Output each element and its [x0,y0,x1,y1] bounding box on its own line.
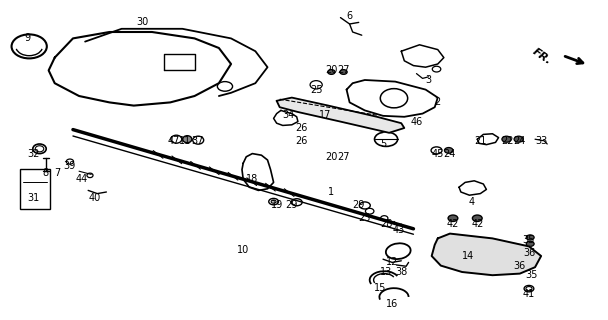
Text: 13: 13 [380,267,392,277]
Text: 11: 11 [179,136,192,146]
Text: 27: 27 [337,152,350,162]
Text: 40: 40 [88,193,100,204]
Text: 46: 46 [410,116,423,127]
Text: 41: 41 [523,289,535,300]
Text: 45: 45 [432,148,444,159]
Text: 19: 19 [271,200,283,210]
Text: 29: 29 [353,200,365,210]
Text: 28: 28 [380,219,392,229]
Ellipse shape [472,215,482,221]
Ellipse shape [517,253,525,259]
Text: 39: 39 [64,161,76,172]
Ellipse shape [444,148,453,153]
Text: 30: 30 [137,17,149,28]
Text: 29: 29 [286,200,298,210]
Text: 31: 31 [27,193,40,204]
Text: 32: 32 [27,148,40,159]
Text: 16: 16 [386,299,398,309]
Text: 20: 20 [325,65,337,76]
Ellipse shape [514,136,523,142]
Text: 20: 20 [325,152,337,162]
Text: 7: 7 [55,168,61,178]
Text: FR.: FR. [531,46,553,66]
Text: 23: 23 [359,212,371,223]
Polygon shape [432,234,541,275]
Text: 24: 24 [514,136,526,146]
Text: 44: 44 [76,174,88,184]
Text: 43: 43 [392,225,404,236]
Ellipse shape [340,70,347,75]
FancyBboxPatch shape [20,169,50,209]
Text: 26: 26 [295,123,307,133]
Text: 25: 25 [310,84,322,95]
Text: 2: 2 [435,97,441,108]
Text: 17: 17 [319,110,331,120]
Text: 18: 18 [246,174,258,184]
Text: 47: 47 [167,136,179,146]
Text: 38: 38 [395,267,407,277]
Text: 12: 12 [386,257,398,268]
Ellipse shape [527,241,534,246]
Ellipse shape [502,136,511,142]
Text: 35: 35 [526,270,538,280]
Text: 3: 3 [426,75,432,85]
Text: 26: 26 [295,136,307,146]
Text: 35: 35 [523,235,535,245]
Text: 14: 14 [462,251,474,261]
Text: 34: 34 [283,110,295,120]
Ellipse shape [448,215,458,221]
Text: 36: 36 [523,248,535,258]
Ellipse shape [328,70,335,75]
Ellipse shape [528,260,536,265]
Text: 21: 21 [474,136,486,146]
Text: 33: 33 [535,136,547,146]
Text: 10: 10 [237,244,249,255]
Text: 4: 4 [468,196,474,207]
Text: 5: 5 [380,139,386,149]
Ellipse shape [527,235,534,240]
Text: 1: 1 [328,187,334,197]
Text: 9: 9 [24,33,30,44]
Text: 24: 24 [444,148,456,159]
Text: 36: 36 [514,260,526,271]
Text: 27: 27 [337,65,350,76]
Polygon shape [49,32,231,106]
Text: 15: 15 [374,283,386,293]
Text: 8: 8 [43,168,49,178]
Ellipse shape [182,136,192,143]
Text: 22: 22 [502,136,514,146]
Text: 42: 42 [447,219,459,229]
Text: 37: 37 [192,136,204,146]
Text: 6: 6 [347,11,353,21]
Text: 42: 42 [471,219,483,229]
Polygon shape [277,98,404,133]
